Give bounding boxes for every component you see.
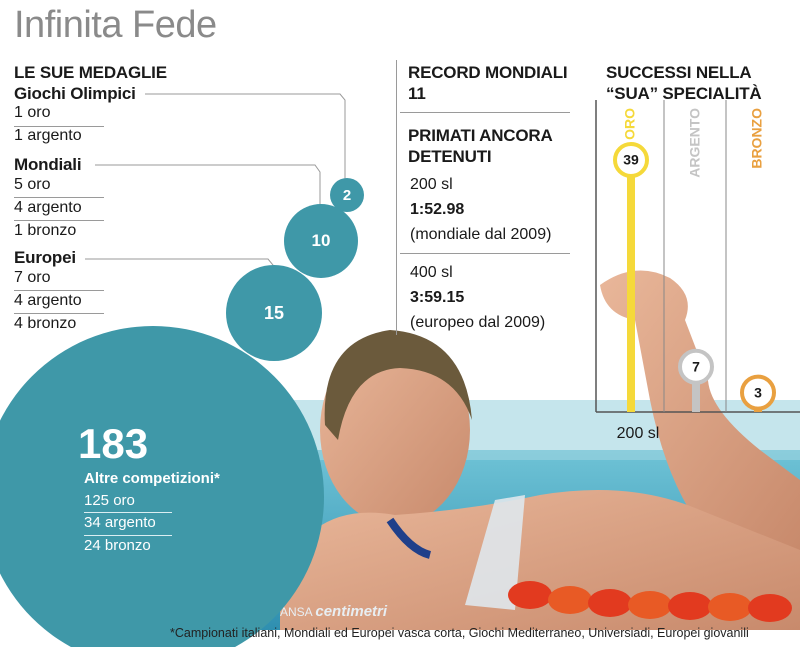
europei-item-2: 4 argento: [14, 292, 82, 309]
chart-xlabel: 200 sl: [617, 425, 660, 442]
value-label-oro: 39: [623, 152, 639, 168]
records-heading: RECORD MONDIALI: [408, 63, 568, 82]
mondiali-item-3: 1 bronzo: [14, 222, 77, 239]
credit-brand: centimetri: [315, 603, 388, 620]
lane-rope: [508, 581, 792, 622]
europei-total-bubble: 15: [226, 265, 322, 361]
olympics-item-2: 1 argento: [14, 127, 82, 144]
successi-heading-2: “SUA” SPECIALITÀ: [606, 84, 762, 103]
point-oro: [613, 142, 649, 178]
other-label: Altre competizioni*: [84, 470, 220, 487]
record-time-2: 3:59.15: [410, 289, 465, 306]
page-title: Infinita Fede: [14, 4, 217, 46]
value-label-bronzo: 3: [754, 384, 762, 400]
medals-heading: LE SUE MEDAGLIE: [14, 63, 167, 82]
group-name-europei: Europei: [14, 248, 76, 267]
records-count: 11: [408, 84, 426, 103]
europei-item-3: 4 bronzo: [14, 315, 77, 332]
point-bronzo: [740, 374, 776, 411]
record-time-1: 1:52.98: [410, 201, 465, 218]
primati-heading-2: DETENUTI: [408, 147, 492, 166]
category-label-argento: ARGENTO: [687, 108, 703, 178]
successi-heading-1: SUCCESSI NELLA: [606, 63, 752, 82]
specialty-chart: ORO 39 ARGENTO 7 BRONZO 3 200 sl: [595, 100, 800, 442]
group-name-olympics: Giochi Olimpici: [14, 84, 136, 103]
other-item-3: 24 bronzo: [84, 537, 151, 554]
group-name-mondiali: Mondiali: [14, 155, 82, 174]
other-competitions-bubble: [0, 326, 324, 647]
olympics-item-1: 1 oro: [14, 104, 51, 121]
mondiali-item-1: 5 oro: [14, 176, 51, 193]
category-label-oro: ORO: [622, 108, 638, 140]
point-argento: [678, 348, 714, 385]
footnote: *Campionati italiani, Mondiali ed Europe…: [170, 626, 749, 640]
other-total: 183: [78, 420, 149, 467]
record-note-2: (europeo dal 2009): [410, 314, 546, 331]
record-note-1: (mondiale dal 2009): [410, 226, 552, 243]
record-event-2: 400 sl: [410, 264, 453, 281]
record-event-1: 200 sl: [410, 176, 453, 193]
credit-ansa: ANSA: [280, 605, 313, 619]
mondiali-item-2: 4 argento: [14, 199, 82, 216]
europei-item-1: 7 oro: [14, 269, 51, 286]
other-item-2: 34 argento: [84, 514, 156, 531]
primati-heading-1: PRIMATI ANCORA: [408, 126, 553, 145]
credit: ANSA centimetri: [280, 603, 387, 620]
category-label-bronzo: BRONZO: [749, 108, 765, 169]
value-label-argento: 7: [692, 358, 700, 374]
mondiali-total-bubble: 10: [284, 204, 358, 278]
other-item-1: 125 oro: [84, 492, 135, 509]
